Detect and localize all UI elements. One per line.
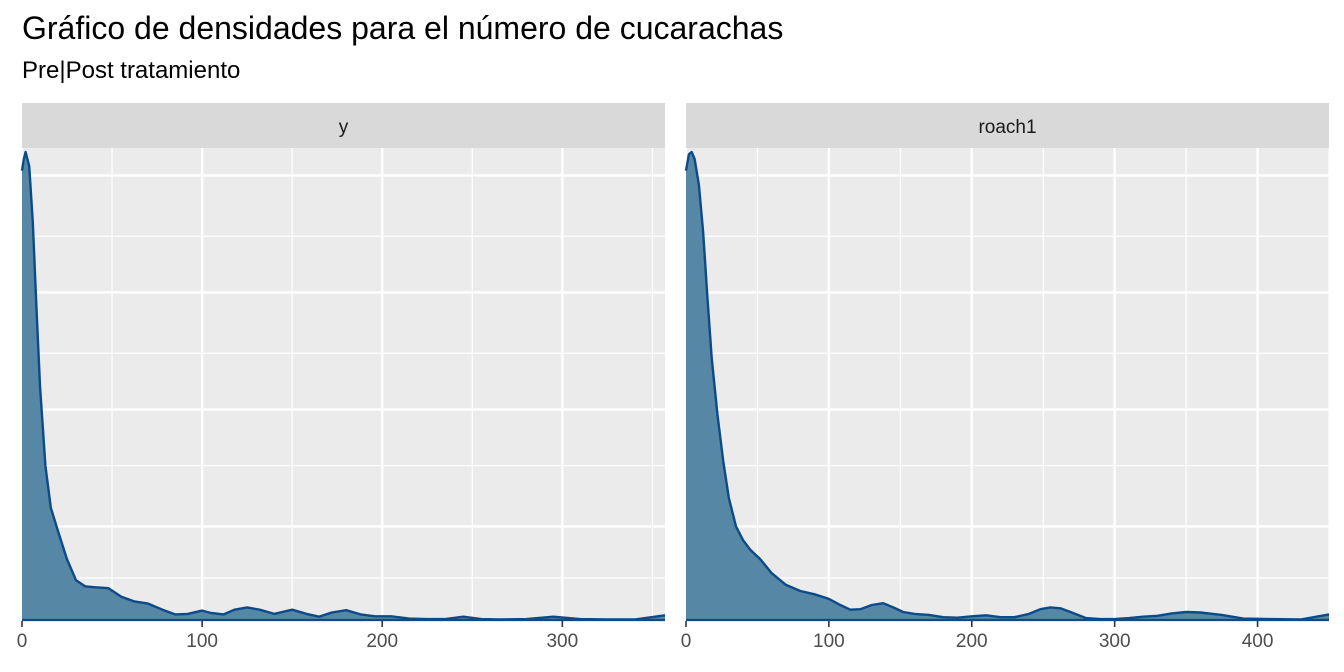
density-line bbox=[20, 150, 666, 621]
strip-background bbox=[686, 103, 1329, 148]
x-tick-label: 0 bbox=[681, 631, 692, 652]
panel-roach1: roach1 0 100 200 300 400 bbox=[681, 103, 1330, 652]
x-axis: 0 100 200 300 bbox=[17, 621, 578, 652]
x-tick-label: 200 bbox=[366, 631, 398, 652]
density-line bbox=[684, 150, 1330, 621]
x-tick-label: 100 bbox=[186, 631, 218, 652]
x-tick-label: 100 bbox=[813, 631, 845, 652]
x-tick-label: 300 bbox=[546, 631, 578, 652]
strip-label: y bbox=[339, 117, 349, 138]
x-axis: 0 100 200 300 400 bbox=[681, 621, 1274, 652]
strip-label: roach1 bbox=[978, 117, 1036, 138]
x-tick-label: 300 bbox=[1099, 631, 1131, 652]
strip-background bbox=[22, 103, 665, 148]
density-area bbox=[686, 152, 1329, 620]
chart-title: Gráfico de densidades para el número de … bbox=[22, 10, 784, 46]
panel-background bbox=[686, 148, 1329, 621]
chart-subtitle: Pre|Post tratamiento bbox=[22, 57, 241, 84]
panel-y: y 0 100 200 300 bbox=[17, 103, 666, 652]
x-tick-label: 0 bbox=[17, 631, 28, 652]
grid-lines bbox=[684, 148, 1330, 621]
x-tick-label: 200 bbox=[956, 631, 988, 652]
density-layer bbox=[20, 150, 666, 622]
density-layer bbox=[684, 150, 1330, 622]
x-tick-label: 400 bbox=[1242, 631, 1274, 652]
panel-background bbox=[22, 148, 665, 621]
